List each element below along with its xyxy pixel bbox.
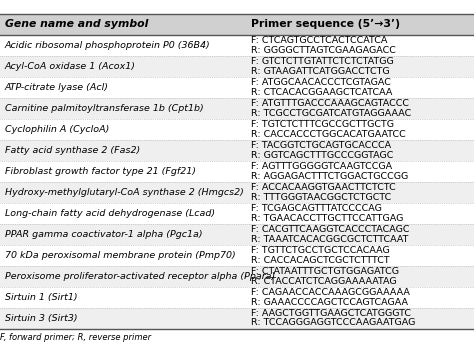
Text: Long-chain fatty acid dehydrogenase (Lcad): Long-chain fatty acid dehydrogenase (Lca… bbox=[5, 209, 215, 218]
Text: R: TCCAGGGAGGTCCCAAGAATGAG: R: TCCAGGGAGGTCCCAAGAATGAG bbox=[251, 319, 416, 327]
Text: F: GTCTCTTGTATTCTCTCTATGG: F: GTCTCTTGTATTCTCTCTATGG bbox=[251, 57, 394, 66]
Text: R: GGTCAGCTTTGCCCGGTAGC: R: GGTCAGCTTTGCCCGGTAGC bbox=[251, 151, 393, 160]
Text: F: ATGTTTGACCCAAAGCAGTACCC: F: ATGTTTGACCCAAAGCAGTACCC bbox=[251, 99, 409, 108]
Text: F: TACGGTCTGCAGTGCACCCA: F: TACGGTCTGCAGTGCACCCA bbox=[251, 141, 392, 150]
Text: R: TTTGGGTAACGGCTCTGCTC: R: TTTGGGTAACGGCTCTGCTC bbox=[251, 193, 392, 202]
FancyBboxPatch shape bbox=[0, 203, 474, 224]
Text: R: CTACCATCTCAGGAAAAATAG: R: CTACCATCTCAGGAAAAATAG bbox=[251, 277, 397, 286]
FancyBboxPatch shape bbox=[0, 14, 474, 35]
Text: R: CACCACCCTGGCACATGAATCC: R: CACCACCCTGGCACATGAATCC bbox=[251, 130, 406, 139]
Text: R: CACCACAGCTCGCTCTTTCT: R: CACCACAGCTCGCTCTTTCT bbox=[251, 256, 390, 265]
Text: Carnitine palmitoyltransferase 1b (Cpt1b): Carnitine palmitoyltransferase 1b (Cpt1b… bbox=[5, 104, 203, 113]
Text: Sirtuin 1 (Sirt1): Sirtuin 1 (Sirt1) bbox=[5, 293, 77, 302]
Text: F: TGTCTCTTTCGCCGCTTGCTG: F: TGTCTCTTTCGCCGCTTGCTG bbox=[251, 120, 394, 129]
FancyBboxPatch shape bbox=[0, 245, 474, 266]
Text: F: CTCAGTGCCTCACTCCATCA: F: CTCAGTGCCTCACTCCATCA bbox=[251, 36, 388, 45]
Text: Primer sequence (5’→3’): Primer sequence (5’→3’) bbox=[251, 19, 400, 30]
Text: R: TCGCCTGCGATCATGTAGGAAAC: R: TCGCCTGCGATCATGTAGGAAAC bbox=[251, 109, 411, 118]
Text: 70 kDa peroxisomal membrane protein (Pmp70): 70 kDa peroxisomal membrane protein (Pmp… bbox=[5, 251, 236, 260]
Text: PPAR gamma coactivator-1 alpha (Pgc1a): PPAR gamma coactivator-1 alpha (Pgc1a) bbox=[5, 230, 202, 239]
Text: F, forward primer; R, reverse primer: F, forward primer; R, reverse primer bbox=[0, 333, 151, 342]
FancyBboxPatch shape bbox=[0, 77, 474, 98]
Text: F: CACGTTCAAGGTCACCCTACAGC: F: CACGTTCAAGGTCACCCTACAGC bbox=[251, 225, 410, 234]
FancyBboxPatch shape bbox=[0, 224, 474, 245]
Text: Gene name and symbol: Gene name and symbol bbox=[5, 19, 148, 30]
Text: R: GGGGCTTAGTCGAAGAGACC: R: GGGGCTTAGTCGAAGAGACC bbox=[251, 46, 396, 55]
FancyBboxPatch shape bbox=[0, 287, 474, 308]
Text: Cyclophilin A (CycloA): Cyclophilin A (CycloA) bbox=[5, 125, 109, 134]
FancyBboxPatch shape bbox=[0, 266, 474, 287]
Text: F: ATGGCAACACCCTCGTAGAC: F: ATGGCAACACCCTCGTAGAC bbox=[251, 78, 391, 87]
Text: Fatty acid synthase 2 (Fas2): Fatty acid synthase 2 (Fas2) bbox=[5, 146, 140, 155]
Text: ATP-citrate lyase (Acl): ATP-citrate lyase (Acl) bbox=[5, 83, 109, 92]
FancyBboxPatch shape bbox=[0, 161, 474, 182]
FancyBboxPatch shape bbox=[0, 182, 474, 203]
Text: F: TGTTCTGCCTGCTCCACAAG: F: TGTTCTGCCTGCTCCACAAG bbox=[251, 246, 390, 255]
Text: R: GAAACCCCAGCTCCAGTCAGAA: R: GAAACCCCAGCTCCAGTCAGAA bbox=[251, 298, 408, 307]
Text: F: TCGAGCAGTTTATCCCCAG: F: TCGAGCAGTTTATCCCCAG bbox=[251, 204, 382, 213]
FancyBboxPatch shape bbox=[0, 56, 474, 77]
Text: R: CTCACACGGAAGCTCATCAA: R: CTCACACGGAAGCTCATCAA bbox=[251, 88, 392, 97]
Text: Acidic ribosomal phosphoprotein P0 (36B4): Acidic ribosomal phosphoprotein P0 (36B4… bbox=[5, 41, 210, 50]
Text: Hydroxy-methylglutaryl-CoA synthase 2 (Hmgcs2): Hydroxy-methylglutaryl-CoA synthase 2 (H… bbox=[5, 188, 244, 197]
FancyBboxPatch shape bbox=[0, 35, 474, 56]
Text: R: TAAATCACACGGCGCTCTTCAAT: R: TAAATCACACGGCGCTCTTCAAT bbox=[251, 235, 409, 244]
Text: F: ACCACAAGGTGAACTTCTCTC: F: ACCACAAGGTGAACTTCTCTC bbox=[251, 183, 396, 192]
Text: F: AAGCTGGTTGAAGCTCATGGGTC: F: AAGCTGGTTGAAGCTCATGGGTC bbox=[251, 309, 411, 318]
Text: F: CAGAACCACCAAAGCGGAAAAA: F: CAGAACCACCAAAGCGGAAAAA bbox=[251, 288, 410, 297]
FancyBboxPatch shape bbox=[0, 140, 474, 161]
FancyBboxPatch shape bbox=[0, 119, 474, 140]
Text: Fibroblast growth factor type 21 (Fgf21): Fibroblast growth factor type 21 (Fgf21) bbox=[5, 167, 196, 176]
FancyBboxPatch shape bbox=[0, 308, 474, 329]
FancyBboxPatch shape bbox=[0, 98, 474, 119]
Text: Sirtuin 3 (Sirt3): Sirtuin 3 (Sirt3) bbox=[5, 314, 77, 323]
Text: Peroxisome proliferator-activated receptor alpha (Ppara): Peroxisome proliferator-activated recept… bbox=[5, 272, 275, 281]
Text: R: TGAACACCTTGCTTCCATTGAG: R: TGAACACCTTGCTTCCATTGAG bbox=[251, 214, 403, 223]
Text: F: CTATAATTTGCTGTGGAGATCG: F: CTATAATTTGCTGTGGAGATCG bbox=[251, 267, 399, 276]
Text: R: AGGAGACTTTCTGGACTGCCGG: R: AGGAGACTTTCTGGACTGCCGG bbox=[251, 172, 409, 181]
Text: F: AGTTTGGGGGTCAAGTCCGA: F: AGTTTGGGGGTCAAGTCCGA bbox=[251, 162, 392, 171]
Text: Acyl-CoA oxidase 1 (Acox1): Acyl-CoA oxidase 1 (Acox1) bbox=[5, 62, 136, 71]
Text: R: GTAAGATTCATGGACCTCTG: R: GTAAGATTCATGGACCTCTG bbox=[251, 67, 390, 76]
